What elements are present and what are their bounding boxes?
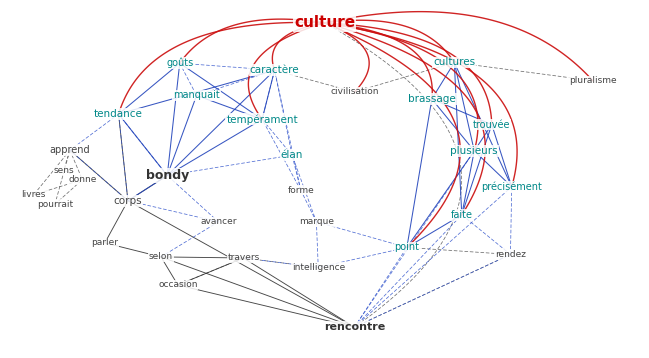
- Text: occasion: occasion: [158, 281, 197, 290]
- Text: trouvée: trouvée: [473, 120, 511, 130]
- Text: point: point: [395, 242, 419, 252]
- Text: corps: corps: [114, 196, 142, 206]
- Text: marque: marque: [299, 217, 334, 226]
- Text: pourrait: pourrait: [37, 200, 73, 209]
- Text: forme: forme: [288, 186, 314, 195]
- Text: goûts: goûts: [166, 58, 193, 68]
- Text: tendance: tendance: [94, 109, 143, 119]
- Text: manquait: manquait: [173, 91, 220, 101]
- Text: culture: culture: [294, 15, 355, 30]
- Text: élan: élan: [281, 150, 303, 160]
- Text: parler: parler: [92, 238, 118, 247]
- Text: avancer: avancer: [200, 217, 237, 226]
- Text: travers: travers: [227, 253, 260, 262]
- Text: pluralisme: pluralisme: [569, 76, 617, 85]
- Text: livres: livres: [21, 190, 46, 199]
- Text: intelligence: intelligence: [291, 263, 345, 272]
- Text: faite: faite: [451, 210, 472, 220]
- Text: rencontre: rencontre: [324, 322, 385, 332]
- Text: caractère: caractère: [250, 65, 299, 75]
- Text: rendez: rendez: [495, 250, 526, 259]
- Text: bondy: bondy: [145, 169, 189, 182]
- Text: sens: sens: [53, 166, 74, 175]
- Text: plusieurs: plusieurs: [450, 146, 498, 156]
- Text: civilisation: civilisation: [330, 87, 379, 96]
- Text: précisément: précisément: [482, 182, 542, 192]
- Text: tempérament: tempérament: [227, 114, 298, 125]
- Text: donne: donne: [68, 175, 97, 184]
- Text: apprend: apprend: [49, 145, 90, 155]
- Text: selon: selon: [149, 252, 173, 261]
- Text: cultures: cultures: [434, 58, 475, 67]
- Text: brassage: brassage: [408, 94, 456, 104]
